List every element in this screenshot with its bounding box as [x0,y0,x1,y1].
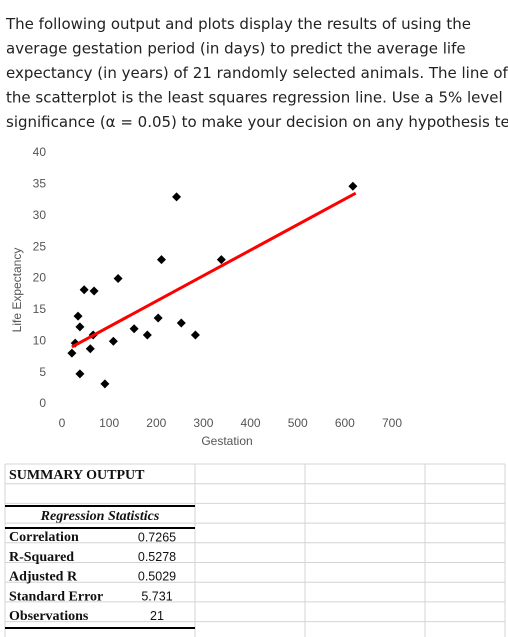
x-tick-label: 700 [382,416,402,430]
data-point [85,344,95,354]
data-point [108,336,118,346]
x-tick-label: 500 [288,416,308,430]
stat-value: 0.5029 [138,570,176,584]
x-tick-label: 100 [99,416,119,430]
x-tick-label: 600 [335,416,355,430]
data-point [113,274,123,283]
stat-value: 21 [150,609,164,623]
table-title: SUMMARY OUTPUT [9,468,145,483]
data-point [156,255,166,265]
table-header: Regression Statistics [40,509,160,524]
x-axis-label: Gestation [201,434,252,448]
y-axis-label: Life Expectancy [10,248,24,333]
y-tick-label: 10 [33,333,47,347]
data-point [75,369,85,379]
stat-value: 0.5278 [138,550,176,564]
stat-label: Observations [9,609,89,624]
paragraph-line: expectancy (in years) of 21 randomly sel… [6,64,508,82]
y-tick-label: 0 [39,396,46,410]
y-tick-label: 40 [33,145,47,159]
x-tick-label: 200 [146,416,166,430]
stat-label: Adjusted R [9,570,78,585]
paragraph-line: average gestation period (in days) to pr… [6,40,466,58]
data-point [153,313,163,323]
data-point [172,192,182,202]
paragraph-line: the scatterplot is the least squares reg… [6,89,508,107]
data-point [216,255,226,265]
data-point [348,181,358,191]
x-tick-label: 0 [59,416,66,430]
y-tick-label: 35 [33,177,47,191]
y-tick-label: 25 [33,239,47,253]
y-tick-label: 5 [39,365,46,379]
stat-value: 5.731 [141,589,172,603]
data-point [73,311,83,321]
data-point [79,285,89,295]
data-point [129,324,139,334]
stat-label: R-Squared [9,550,74,565]
data-point [142,330,152,340]
stat-value: 0.7265 [138,530,176,544]
regression-line [71,191,357,349]
data-point [89,286,99,296]
stat-label: Standard Error [9,589,103,604]
data-point [75,322,85,332]
paragraph-line: significance (α = 0.05) to make your dec… [6,113,508,131]
paragraph-line: The following output and plots display t… [5,15,471,33]
x-tick-label: 300 [193,416,213,430]
data-point [100,379,110,389]
stat-label: Correlation [9,530,79,545]
y-tick-label: 30 [33,208,47,222]
data-point [176,318,186,328]
data-point [67,348,77,358]
x-tick-label: 400 [241,416,261,430]
y-tick-label: 20 [33,271,47,285]
y-tick-label: 15 [33,302,47,316]
data-point [190,330,200,340]
